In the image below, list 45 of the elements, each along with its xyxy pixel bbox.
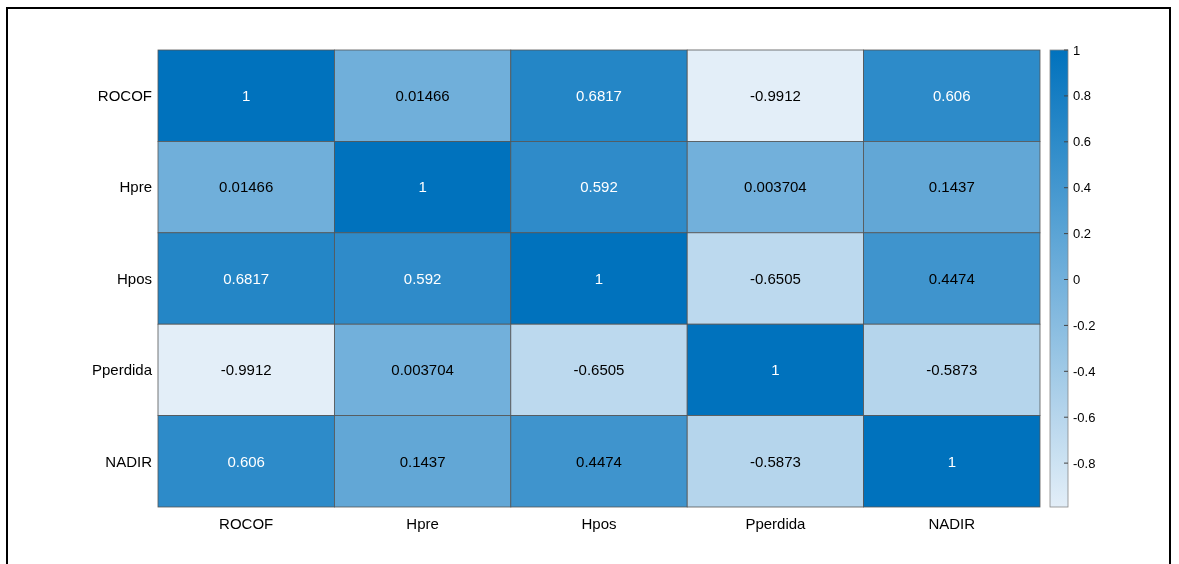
y-tick-label: Pperdida bbox=[91, 361, 153, 379]
data-label: -0.9912 bbox=[220, 361, 272, 379]
color-bar-label: -0.8 bbox=[1073, 455, 1096, 471]
color-bar-label: 0.2 bbox=[1073, 226, 1092, 242]
data-label: 0.6817 bbox=[223, 269, 270, 287]
color-bar-label: 0.4 bbox=[1073, 180, 1092, 196]
data-label: -0.5873 bbox=[926, 361, 978, 379]
data-label: 0.003704 bbox=[391, 361, 454, 379]
data-label: 0.6817 bbox=[576, 86, 622, 104]
x-tick-label: NADIR bbox=[928, 515, 976, 532]
data-label: 0.1437 bbox=[399, 452, 446, 470]
data-label: 0.4474 bbox=[928, 269, 975, 287]
data-label: 1 bbox=[947, 452, 956, 470]
data-label: 0.592 bbox=[403, 269, 442, 287]
data-label: 1 bbox=[594, 269, 604, 287]
data-label: 1 bbox=[418, 178, 427, 196]
data-label: 0.003704 bbox=[744, 178, 807, 196]
data-label: 0.606 bbox=[227, 452, 265, 470]
color-bar-label: -0.6 bbox=[1073, 409, 1096, 425]
data-label: -0.5873 bbox=[749, 452, 801, 470]
color-bar-label: 0 bbox=[1073, 272, 1081, 288]
x-tick-label: Hpre bbox=[406, 515, 439, 532]
data-label: 1 bbox=[771, 361, 780, 379]
data-label: 1 bbox=[242, 86, 251, 104]
data-label: 0.01466 bbox=[219, 178, 274, 196]
y-tick-label: NADIR bbox=[105, 452, 153, 470]
data-label: -0.6505 bbox=[749, 269, 801, 287]
data-label: 0.4474 bbox=[576, 452, 622, 470]
data-label: 0.01466 bbox=[395, 86, 450, 104]
color-bar-label: -0.2 bbox=[1073, 317, 1096, 333]
y-tick-label: ROCOF bbox=[97, 86, 152, 104]
y-tick-label: Hpos bbox=[116, 269, 152, 287]
data-label: -0.9912 bbox=[749, 86, 801, 104]
y-tick-label: Hpre bbox=[119, 178, 152, 196]
x-tick-label: Pperdida bbox=[745, 515, 807, 532]
color-bar-label: 0.8 bbox=[1073, 88, 1092, 104]
data-label: 0.592 bbox=[580, 178, 618, 196]
data-label: -0.6505 bbox=[573, 361, 625, 379]
color-bar-label: 1 bbox=[1073, 42, 1081, 58]
x-tick-label: Hpos bbox=[581, 515, 617, 532]
color-bar-label: -0.4 bbox=[1073, 363, 1096, 379]
x-tick-label: ROCOF bbox=[219, 515, 274, 532]
data-label: 0.606 bbox=[933, 86, 971, 104]
color-bar-label: 0.6 bbox=[1073, 134, 1092, 150]
data-label: 0.1437 bbox=[928, 178, 975, 196]
